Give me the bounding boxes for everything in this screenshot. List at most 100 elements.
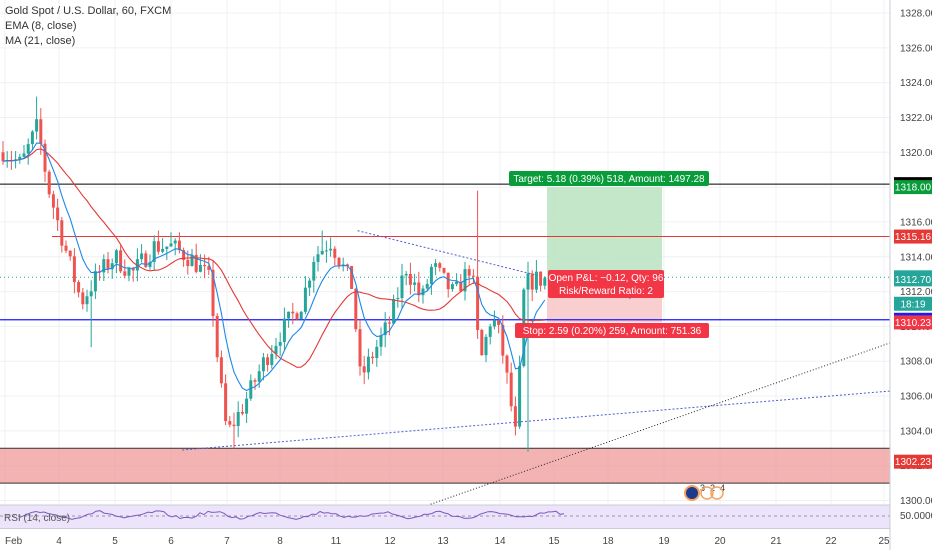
candle-body [296, 313, 299, 319]
candle-body [485, 337, 488, 355]
x-tick-label: 4 [56, 536, 62, 547]
candle-body [31, 132, 34, 145]
candle-body [262, 357, 265, 371]
candle-body [270, 354, 273, 365]
x-tick-label: 13 [437, 536, 449, 547]
candle-body [291, 312, 294, 314]
ema-8-line [3, 143, 545, 390]
candle-body [48, 172, 51, 195]
candle-body [165, 247, 168, 249]
candle-body [199, 265, 202, 272]
x-tick-label: 7 [224, 536, 230, 547]
candle-body [2, 152, 5, 161]
ma-legend: MA (21, close) [5, 34, 171, 49]
candle-body [23, 154, 26, 157]
candle-body [413, 282, 416, 284]
candle-body [371, 357, 374, 358]
candle-body [52, 194, 55, 207]
candle-body [60, 220, 63, 245]
y-tick-label: 1320.00 [900, 148, 932, 159]
candle-body [535, 272, 538, 290]
candle-body [539, 272, 542, 286]
candle-body [279, 342, 282, 346]
candle-body [86, 296, 89, 304]
y-tick-label: 1316.00 [900, 217, 932, 228]
candle-body [266, 357, 269, 365]
candle-body [317, 254, 320, 262]
y-tick-label: 1314.00 [900, 252, 932, 263]
candle-body [426, 284, 429, 289]
candle-body [308, 281, 311, 288]
y-tick-label: 1326.00 [900, 43, 932, 54]
x-tick-label: 25 [878, 536, 890, 547]
candle-body [388, 322, 391, 323]
candle-body [417, 282, 420, 295]
candle-body [140, 253, 143, 259]
candle-body [363, 366, 366, 372]
rsi-label: RSI (14, close) [4, 513, 70, 524]
candle-body [90, 291, 93, 296]
x-tick-label: 11 [331, 536, 342, 547]
y-tick-label: 1328.00 [900, 9, 932, 20]
candle-body [447, 273, 450, 289]
candle-body [241, 412, 244, 414]
price-tag: 1312.70 [895, 275, 932, 286]
candle-body [35, 119, 38, 131]
target-label: Target: 5.18 (0.39%) 518, Amount: 1497.2… [513, 174, 705, 185]
candle-body [39, 119, 42, 144]
candle-body [73, 256, 76, 282]
candle-body [312, 262, 315, 281]
candle-body [468, 269, 471, 276]
y-tick-label: 1306.00 [900, 392, 932, 403]
x-tick-label: 8 [277, 536, 283, 547]
candle-body [430, 267, 433, 284]
candle-body [392, 299, 395, 324]
x-tick-label: 18 [602, 536, 614, 547]
x-tick-label: 5 [112, 536, 118, 547]
candle-body [144, 253, 147, 267]
candle-body [354, 289, 357, 329]
candle-body [375, 347, 378, 358]
candle-body [531, 273, 534, 289]
symbol-title: Gold Spot / U.S. Dollar, 60, FXCM [5, 4, 171, 19]
candle-body [451, 284, 454, 289]
candle-body [434, 263, 437, 267]
candle-body [527, 273, 530, 289]
candle-body [123, 271, 126, 275]
candle-body [359, 329, 362, 366]
candle-body [119, 250, 122, 271]
candle-body [304, 288, 307, 312]
x-tick-label: 20 [714, 536, 726, 547]
event-flag-icon [685, 486, 699, 500]
candle-body [380, 335, 383, 347]
candle-body [115, 250, 118, 263]
candle-body [480, 330, 483, 355]
candle-body [228, 421, 231, 425]
candle-body [237, 412, 240, 426]
candle-body [543, 278, 546, 286]
candle-body [77, 282, 80, 292]
candle-body [422, 289, 425, 296]
candle-body [216, 316, 219, 357]
y-tick-label: 1324.00 [900, 78, 932, 89]
candle-body [405, 274, 408, 276]
candle-body [107, 259, 110, 269]
x-tick-label: Feb [5, 536, 23, 547]
candle-body [455, 282, 458, 284]
candle-body [128, 268, 131, 275]
candle-body [367, 357, 370, 373]
candle-body [506, 356, 509, 373]
candle-body [245, 399, 248, 414]
candle-body [161, 249, 164, 252]
candle-body [283, 319, 286, 342]
candle-body [489, 326, 492, 336]
candle-body [27, 144, 30, 153]
pnl-label-line: Risk/Reward Ratio: 2 [559, 286, 653, 297]
candle-body [258, 371, 261, 382]
target-zone [547, 187, 662, 279]
candle-body [69, 251, 72, 257]
candle-body [157, 241, 160, 252]
x-tick-label: 12 [384, 536, 396, 547]
